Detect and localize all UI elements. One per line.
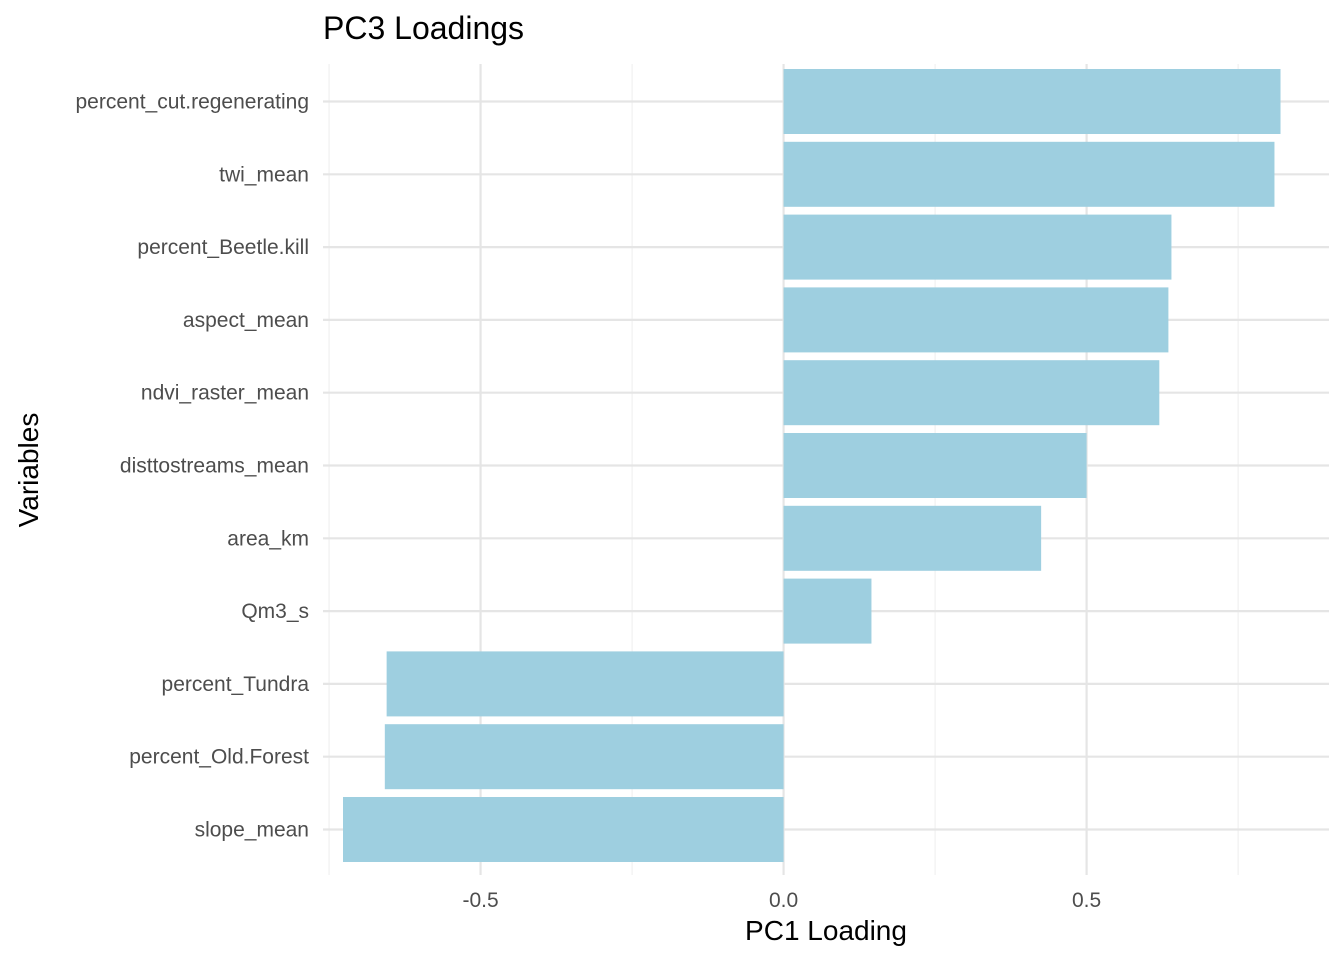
y-tick-label: twi_mean	[219, 163, 309, 186]
y-axis-title: Variables	[13, 413, 44, 528]
y-tick-label: percent_Old.Forest	[129, 746, 309, 769]
bar-slope_mean	[342, 797, 784, 862]
x-axis-title: PC1 Loading	[745, 915, 907, 946]
bars	[342, 69, 1281, 862]
bar-area_km	[783, 505, 1042, 571]
x-tick-label: 0.5	[1072, 889, 1101, 912]
bar-Qm3_s	[783, 578, 872, 644]
bar-percent_Tundra	[386, 651, 784, 717]
x-tick-label: 0.0	[769, 889, 798, 912]
y-tick-label: percent_Beetle.kill	[137, 236, 309, 259]
y-tick-label: aspect_mean	[183, 309, 309, 332]
y-tick-label: Qm3_s	[241, 600, 309, 623]
y-tick-labels: percent_cut.regenerating twi_mean percent_…	[76, 91, 310, 842]
bar-percent_Beetle.kill	[783, 214, 1172, 280]
y-tick-label: area_km	[227, 527, 309, 550]
x-tick-labels: -0.5 0.0 0.5	[462, 889, 1101, 912]
y-tick-label: disttostreams_mean	[120, 455, 309, 478]
y-tick-label: slope_mean	[195, 819, 309, 842]
chart-title: PC3 Loadings	[323, 10, 524, 46]
bar-percent_Old.Forest	[384, 724, 784, 790]
y-tick-label: percent_Tundra	[162, 673, 310, 696]
y-tick-label: ndvi_raster_mean	[141, 382, 309, 405]
x-tick-label: -0.5	[462, 889, 498, 912]
y-tick-label: percent_cut.regenerating	[76, 91, 310, 114]
bar-ndvi_raster_mean	[783, 360, 1160, 426]
bar-aspect_mean	[783, 287, 1169, 353]
bar-twi_mean	[783, 141, 1275, 207]
bar-percent_cut.regenerating	[783, 69, 1281, 134]
bar-disttostreams_mean	[783, 433, 1087, 498]
